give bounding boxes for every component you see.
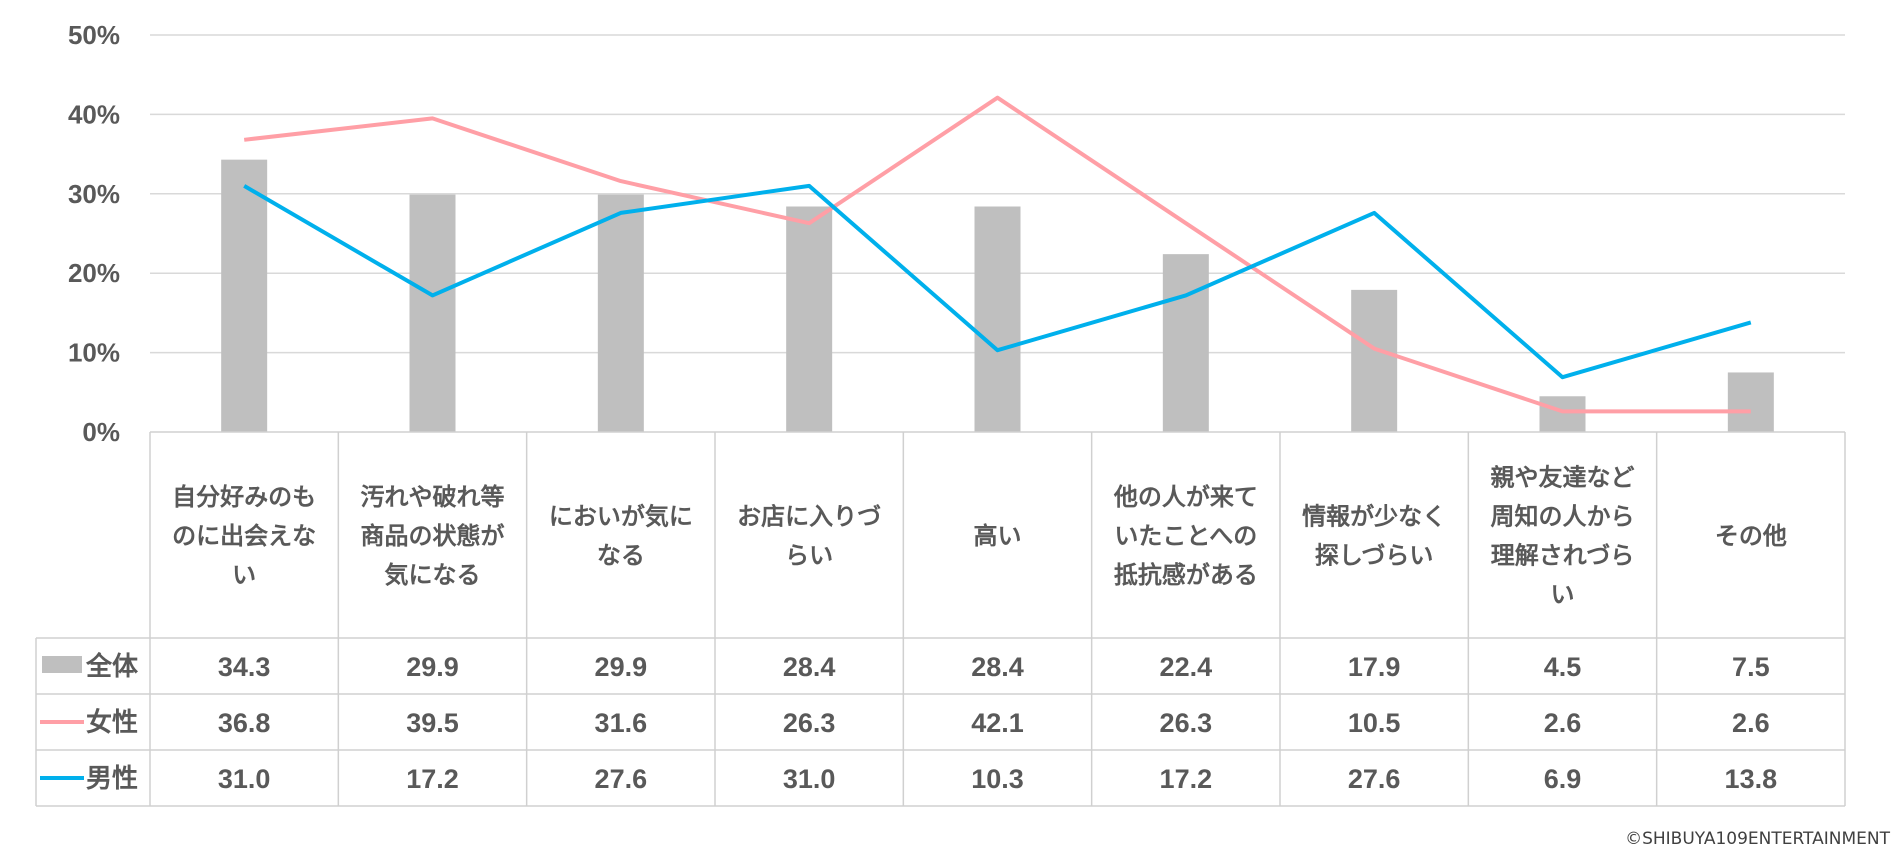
data-cell: 7.5 (1732, 652, 1770, 682)
category-label: 探しづらい (1315, 542, 1434, 570)
data-cell: 17.2 (1160, 764, 1213, 794)
category-label: 周知の人から (1491, 503, 1635, 531)
y-tick-label: 40% (68, 99, 120, 129)
data-cell: 2.6 (1732, 708, 1770, 738)
category-label: お店に入りづ (737, 503, 881, 531)
data-cell: 13.8 (1725, 764, 1778, 794)
category-label: 他の人が来て (1113, 483, 1258, 511)
data-cell: 34.3 (218, 652, 271, 682)
data-cell: 39.5 (406, 708, 459, 738)
data-table: 自分好みのものに出会えない汚れや破れ等商品の状態が気になるにおいが気になるお店に… (35, 431, 1846, 807)
category-label: 高い (974, 522, 1022, 550)
bars (221, 159, 1774, 432)
data-cell: 26.3 (783, 708, 836, 738)
data-cell: 10.3 (971, 764, 1024, 794)
bar (1162, 254, 1209, 432)
bar (409, 194, 456, 432)
line-male (243, 183, 1752, 380)
data-cell: 17.9 (1348, 652, 1401, 682)
bar (1539, 396, 1586, 432)
bar (1727, 372, 1774, 432)
category-label: 抵抗感がある (1114, 561, 1258, 589)
y-tick-label: 50% (68, 20, 120, 50)
category-label: においが気に (549, 503, 693, 531)
data-cell: 17.2 (406, 764, 459, 794)
category-label: 気になる (385, 561, 481, 589)
row-label: 全体 (85, 651, 139, 682)
category-label: 商品の状態が (361, 522, 505, 550)
data-cell: 36.8 (218, 708, 271, 738)
y-tick-label: 0% (82, 417, 120, 447)
y-axis-ticks: 0% 10% 20% 30% 40% 50% (68, 20, 120, 447)
category-label: い (1551, 581, 1575, 609)
data-cell: 29.9 (595, 652, 648, 682)
data-cell: 10.5 (1348, 708, 1401, 738)
data-cell: 2.6 (1544, 708, 1582, 738)
category-label: 自分好みのも (172, 483, 316, 511)
copyright: ©SHIBUYA109ENTERTAINMENT (1625, 829, 1891, 849)
category-label: その他 (1715, 522, 1787, 550)
category-label: らい (785, 542, 833, 570)
data-cell: 31.0 (783, 764, 836, 794)
y-tick-label: 10% (68, 338, 120, 368)
data-cell: 31.6 (595, 708, 648, 738)
category-label: 親や友達など (1491, 464, 1635, 492)
line-female (243, 95, 1751, 414)
y-tick-label: 30% (68, 179, 120, 209)
category-label: い (232, 561, 256, 589)
data-cell: 31.0 (218, 764, 271, 794)
category-label: 情報が少なく (1302, 503, 1446, 531)
y-tick-label: 20% (68, 258, 120, 288)
row-label: 男性 (86, 764, 138, 794)
row-label: 女性 (86, 707, 138, 738)
category-label: のに出会えな (172, 522, 316, 550)
data-cell: 29.9 (406, 652, 459, 682)
bar (597, 194, 644, 432)
legend-key-bar (42, 656, 82, 673)
bar (974, 206, 1021, 432)
category-label: なる (597, 542, 645, 570)
bar (786, 206, 833, 432)
data-cell: 26.3 (1160, 708, 1213, 738)
bar (221, 159, 268, 432)
category-label: 汚れや破れ等 (361, 483, 505, 511)
data-cell: 28.4 (783, 652, 836, 682)
category-label: 理解されづら (1491, 542, 1635, 570)
data-cell: 22.4 (1160, 652, 1213, 682)
data-cell: 27.6 (595, 764, 648, 794)
bar (1351, 289, 1398, 432)
data-cell: 28.4 (971, 652, 1024, 682)
data-cell: 6.9 (1544, 764, 1582, 794)
data-cell: 27.6 (1348, 764, 1401, 794)
data-cell: 42.1 (971, 708, 1024, 738)
series-lines (243, 95, 1752, 414)
category-label: いたことへの (1114, 522, 1257, 550)
data-cell: 4.5 (1544, 652, 1582, 682)
